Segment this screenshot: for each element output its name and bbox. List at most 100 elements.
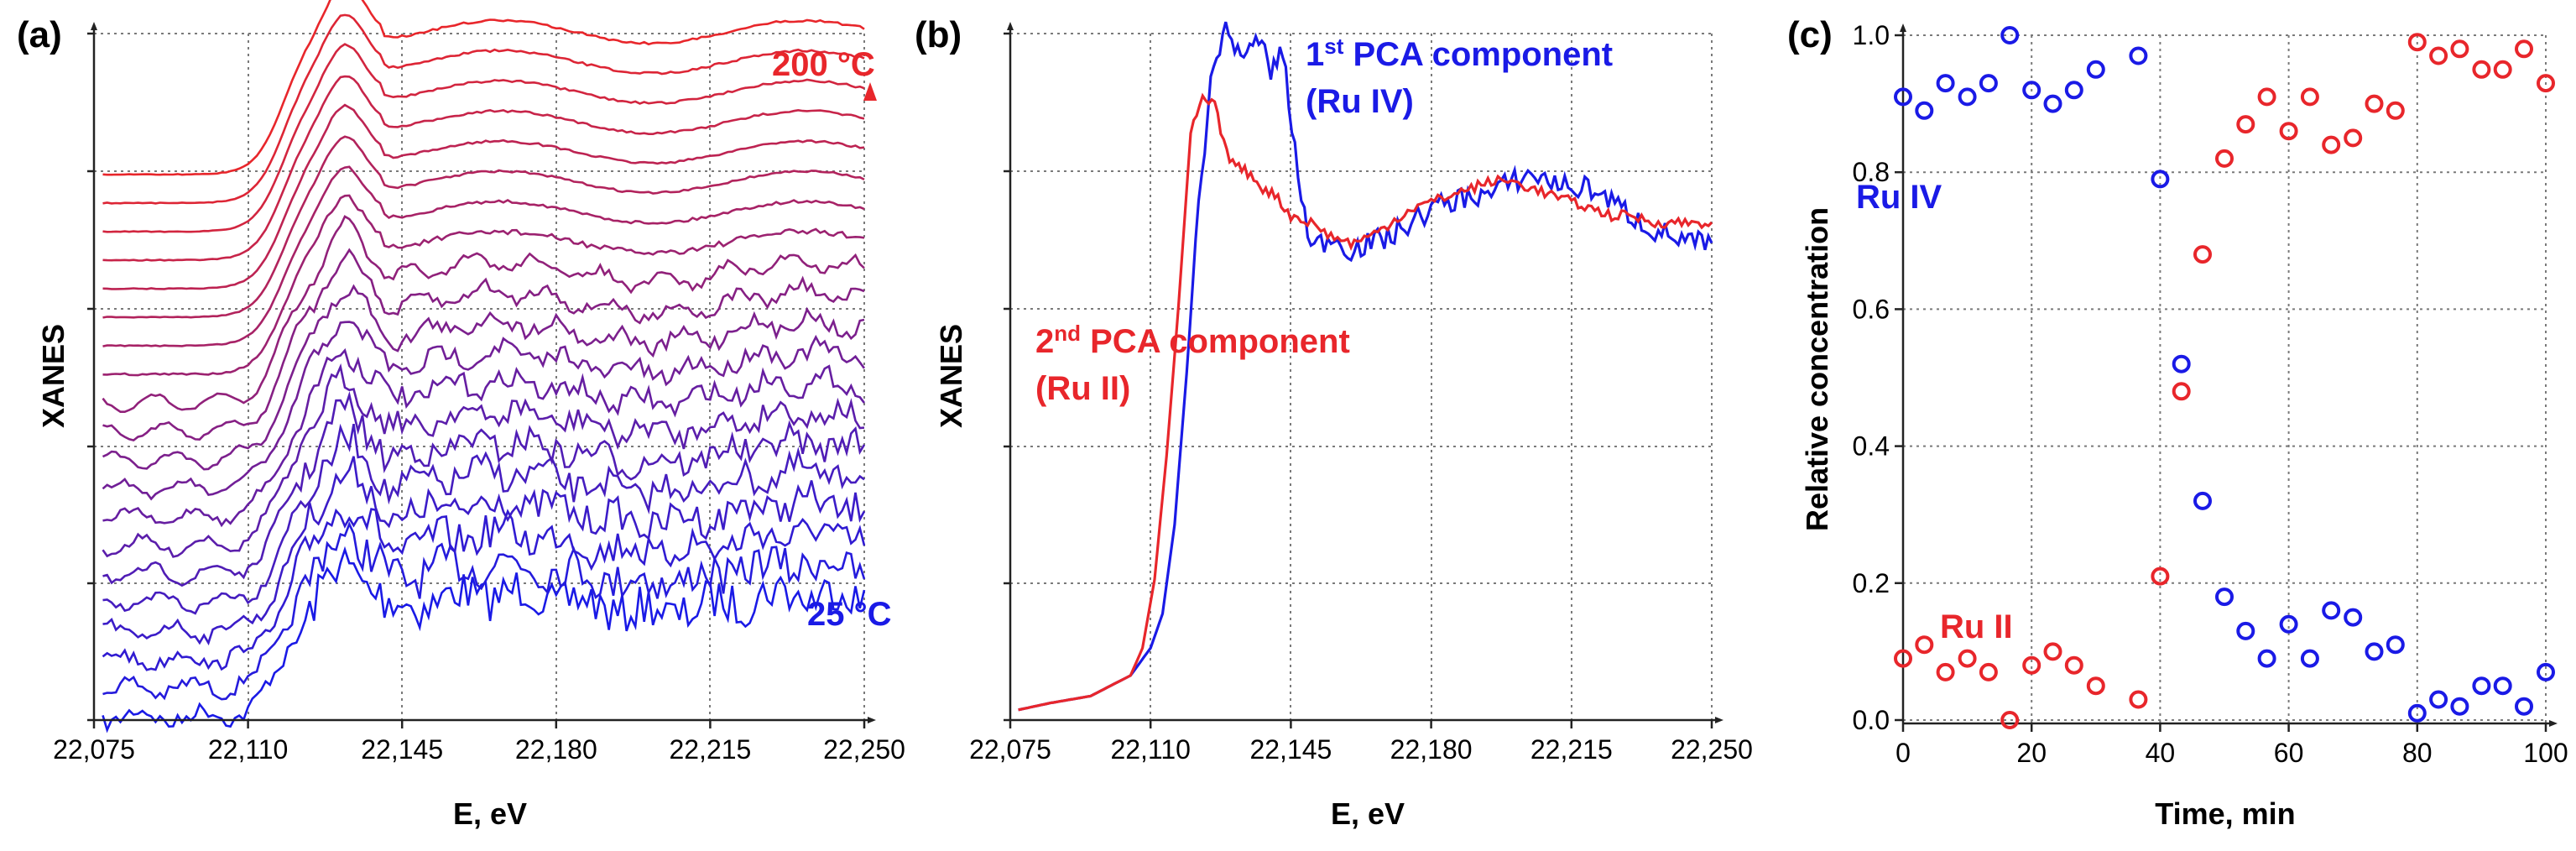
spectrum-9: [102, 284, 865, 471]
panel-b-grid: [1010, 33, 1713, 721]
point-blue-6: [2022, 81, 2042, 100]
spectrum-13: [102, 165, 865, 347]
point-blue-1: [1915, 101, 1934, 120]
panel-b-xticks: 22,075 22,110 22,145 22,180 22,215 22,250: [969, 720, 1753, 765]
point-red-0: [1894, 649, 1912, 668]
point-red-29: [2537, 74, 2555, 93]
point-red-7: [2043, 642, 2062, 661]
spectrum-16: [102, 75, 865, 262]
pca1-sup: st: [1324, 34, 1343, 59]
point-blue-5: [2000, 26, 2020, 44]
panel-c-label: (c): [1787, 14, 1833, 55]
panel-a-ylabel: XANES: [36, 324, 70, 428]
point-red-17: [2279, 122, 2298, 141]
point-blue-17: [2279, 614, 2298, 634]
xtick-label-5: 100: [2523, 738, 2568, 768]
point-blue-12: [2172, 354, 2191, 373]
point-red-20: [2344, 128, 2363, 148]
ytick-label-5: 1.0: [1853, 20, 1890, 50]
point-red-14: [2215, 149, 2234, 168]
panel-a-xlabel: E, eV: [453, 796, 527, 831]
panel-b-axes: [1004, 22, 1723, 723]
spectrum-1: [102, 521, 866, 701]
xtick-label-4: 22,215: [669, 734, 751, 765]
point-red-22: [2386, 101, 2405, 120]
point-blue-27: [2493, 676, 2512, 696]
panel-b-series: [1018, 21, 1713, 712]
pca2-prefix: 2: [1035, 323, 1054, 360]
pca2-text: PCA component: [1081, 323, 1350, 360]
y-axis-arrow: [1900, 23, 1906, 32]
panel-b-xlabel: E, eV: [1331, 796, 1405, 831]
point-blue-28: [2515, 697, 2533, 716]
point-red-1: [1915, 635, 1934, 655]
pca1-prefix: 1: [1306, 36, 1324, 73]
point-blue-8: [2064, 81, 2083, 100]
point-blue-7: [2043, 94, 2062, 113]
point-blue-16: [2257, 649, 2276, 668]
panel-a-grid: [94, 33, 865, 721]
point-blue-10: [2129, 46, 2148, 65]
spectrum-5: [102, 390, 866, 587]
spectrum-8: [102, 321, 866, 501]
xtick-label-2: 22,145: [361, 734, 443, 765]
pca-series-0: [1018, 21, 1713, 712]
panel-c: (c) Relative concentration Time, min 0 20…: [1787, 14, 2568, 831]
spectrum-18: [102, 13, 865, 205]
point-blue-15: [2236, 621, 2255, 640]
ru-ii-label: Ru II: [1940, 608, 2013, 645]
point-blue-2: [1936, 74, 1955, 93]
annotation-200C: 200 °C: [772, 46, 875, 83]
pca2-annotation-line2: (Ru II): [1035, 370, 1130, 407]
pca-series-1: [1018, 92, 1713, 712]
xtick-label-5: 22,250: [1671, 734, 1753, 765]
point-blue-9: [2086, 60, 2105, 79]
point-red-6: [2022, 655, 2042, 675]
pca1-annotation-line2: (Ru IV): [1306, 83, 1414, 120]
point-red-25: [2450, 39, 2469, 59]
panel-c-ylabel: Relative concentration: [1800, 207, 1834, 531]
panel-a-spectra: [102, 0, 866, 734]
panel-c-points: [1894, 26, 2555, 729]
spectrum-14: [102, 135, 865, 319]
pca2-sup: nd: [1054, 321, 1081, 346]
panel-b-label: (b): [915, 14, 962, 55]
point-red-3: [1958, 649, 1977, 668]
point-red-10: [2129, 690, 2148, 709]
point-red-13: [2193, 245, 2212, 264]
point-red-12: [2172, 382, 2191, 401]
xtick-label-0: 0: [1895, 738, 1911, 768]
spectrum-15: [102, 103, 865, 290]
point-blue-21: [2365, 642, 2384, 661]
ytick-label-2: 0.4: [1853, 431, 1890, 462]
point-red-26: [2472, 60, 2491, 79]
xtick-label-3: 22,180: [515, 734, 597, 765]
xtick-label-1: 22,110: [1110, 734, 1191, 765]
x-axis-arrow: [1715, 717, 1723, 723]
y-axis-arrow: [91, 22, 97, 30]
spectrum-6: [102, 363, 865, 558]
panel-a-xticks: 22,075 22,110 22,145 22,180 22,215 22,250: [53, 720, 905, 765]
point-blue-23: [2407, 703, 2427, 723]
point-red-18: [2300, 87, 2319, 107]
x-axis-arrow: [2549, 720, 2558, 727]
point-blue-11: [2151, 170, 2170, 189]
panel-b: (b) XANES E, eV 22,075 22,110 22,145 22,180…: [915, 14, 1753, 831]
panel-b-ylabel: XANES: [934, 324, 968, 428]
panel-a: (a) XANES E, eV 22,075 22,110 22,145 22,180…: [17, 0, 905, 831]
xtick-label-1: 22,110: [208, 734, 289, 765]
xtick-label-0: 22,075: [53, 734, 135, 765]
annotation-25C: 25 °C: [807, 596, 892, 633]
point-blue-22: [2386, 635, 2405, 655]
point-red-11: [2151, 566, 2170, 586]
point-blue-4: [1979, 74, 1998, 93]
spectrum-19: [102, 0, 865, 176]
point-red-19: [2322, 135, 2341, 154]
point-blue-24: [2429, 690, 2448, 709]
point-blue-0: [1894, 87, 1912, 107]
point-blue-18: [2300, 649, 2319, 668]
ytick-label-1: 0.2: [1853, 568, 1890, 598]
point-red-8: [2064, 655, 2083, 675]
point-blue-14: [2215, 587, 2234, 607]
